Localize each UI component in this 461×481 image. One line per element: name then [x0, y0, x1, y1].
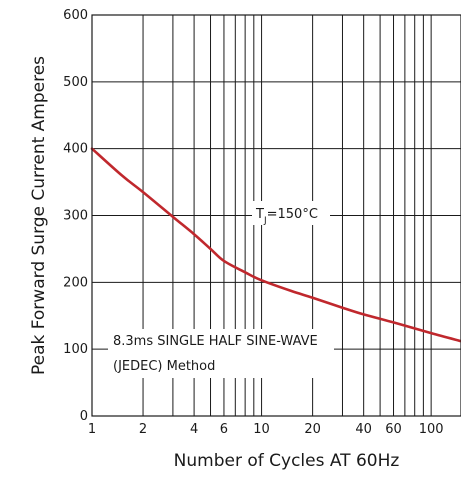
note-label-background: [108, 329, 334, 378]
y-tick-label: 200: [63, 275, 88, 290]
x-tick-label: 40: [355, 422, 372, 437]
y-tick-label: 400: [63, 142, 88, 157]
y-tick-label: 100: [63, 342, 88, 357]
surge-current-line: [90, 147, 461, 343]
y-axis-title: Peak Forward Surge Current Amperes: [29, 56, 49, 375]
series-layer: [90, 147, 461, 343]
x-tick-label: 20: [304, 422, 321, 437]
x-tick-label: 60: [385, 422, 402, 437]
temperature-symbol: T: [255, 207, 264, 222]
grid-layer: [92, 15, 461, 416]
y-tick-label: 500: [63, 75, 88, 90]
plot-frame: [91, 14, 461, 417]
y-tick-label: 0: [80, 409, 88, 424]
x-tick-label: 4: [190, 422, 198, 437]
x-tick-label: 2: [139, 422, 147, 437]
x-tick-label: 100: [419, 422, 444, 437]
label-background-layer: [108, 201, 334, 378]
temperature-subscript: J: [263, 216, 267, 226]
y-tick-label: 300: [63, 209, 88, 224]
temperature-annotation: TJ=150°C: [255, 207, 318, 226]
temperature-value: =150°C: [267, 207, 318, 222]
tick-label-layer: 0 100 200 300 400 500 600 1 2 4 6 10 20 40 60 100: [63, 8, 443, 437]
x-tick-label: 1: [88, 422, 96, 437]
temperature-label-background: [252, 201, 330, 225]
x-tick-label: 10: [253, 422, 270, 437]
x-axis-title: Number of Cycles AT 60Hz: [174, 451, 400, 471]
method-note-line-1: 8.3ms SINGLE HALF SINE-WAVE: [113, 334, 318, 349]
y-tick-label: 600: [63, 8, 88, 23]
method-note-line-2: (JEDEC) Method: [113, 359, 215, 374]
x-tick-label: 6: [220, 422, 228, 437]
